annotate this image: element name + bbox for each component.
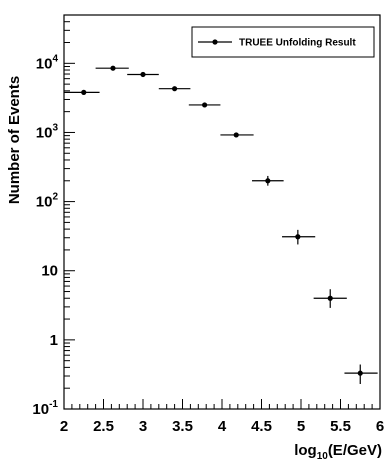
x-tick-label: 5 bbox=[297, 418, 305, 435]
x-tick-label: 2 bbox=[60, 418, 68, 435]
x-axis-title-sub: 10 bbox=[317, 451, 329, 461]
y-tick-label: 10-1 bbox=[32, 399, 58, 418]
point-marker bbox=[265, 178, 271, 184]
x-tick-label: 3 bbox=[139, 418, 147, 435]
point-marker bbox=[327, 295, 333, 301]
point-marker bbox=[202, 102, 208, 108]
data-point bbox=[282, 229, 316, 245]
x-tick-label: 6 bbox=[376, 418, 384, 435]
data-point bbox=[95, 65, 129, 71]
x-tick-label: 5.5 bbox=[330, 418, 351, 435]
point-marker bbox=[357, 370, 363, 376]
data-point bbox=[220, 132, 254, 138]
x-tick-label: 4.5 bbox=[251, 418, 272, 435]
data-point bbox=[313, 289, 347, 308]
data-point bbox=[188, 102, 221, 108]
y-tick-label: 1 bbox=[50, 332, 58, 349]
y-axis-title: Number of Events bbox=[6, 76, 23, 204]
legend-label: TRUEE Unfolding Result bbox=[239, 38, 356, 49]
point-marker bbox=[110, 65, 116, 71]
x-tick-label: 3.5 bbox=[172, 418, 193, 435]
y-tick-labels: 10-1 1 10 102 103 104 bbox=[32, 53, 58, 418]
point-marker bbox=[81, 89, 87, 95]
data-point bbox=[127, 71, 159, 78]
data-points bbox=[64, 65, 378, 384]
x-tick-label: 2.5 bbox=[93, 418, 114, 435]
x-axis-title-tail: (E/GeV) bbox=[328, 442, 382, 459]
legend: TRUEE Unfolding Result bbox=[191, 26, 375, 58]
axis-ticks bbox=[63, 14, 381, 410]
data-point bbox=[158, 86, 191, 92]
data-point bbox=[252, 175, 284, 186]
y-tick-label: 104 bbox=[36, 53, 59, 72]
y-tick-label: 10 bbox=[41, 263, 58, 280]
data-point bbox=[64, 89, 100, 95]
data-point bbox=[344, 364, 378, 384]
x-axis-title: log10(E/GeV) bbox=[294, 442, 382, 461]
x-axis-title-log: log bbox=[294, 442, 317, 459]
x-tick-labels: 2 2.5 3 3.5 4 4.5 5 5.5 6 bbox=[60, 418, 384, 435]
x-tick-label: 4 bbox=[218, 418, 227, 435]
y-tick-label: 103 bbox=[36, 122, 59, 141]
legend-marker bbox=[212, 39, 218, 45]
point-marker bbox=[295, 234, 301, 240]
y-tick-label: 102 bbox=[36, 192, 59, 211]
point-marker bbox=[233, 132, 239, 138]
point-marker bbox=[140, 71, 146, 78]
point-marker bbox=[172, 86, 178, 92]
